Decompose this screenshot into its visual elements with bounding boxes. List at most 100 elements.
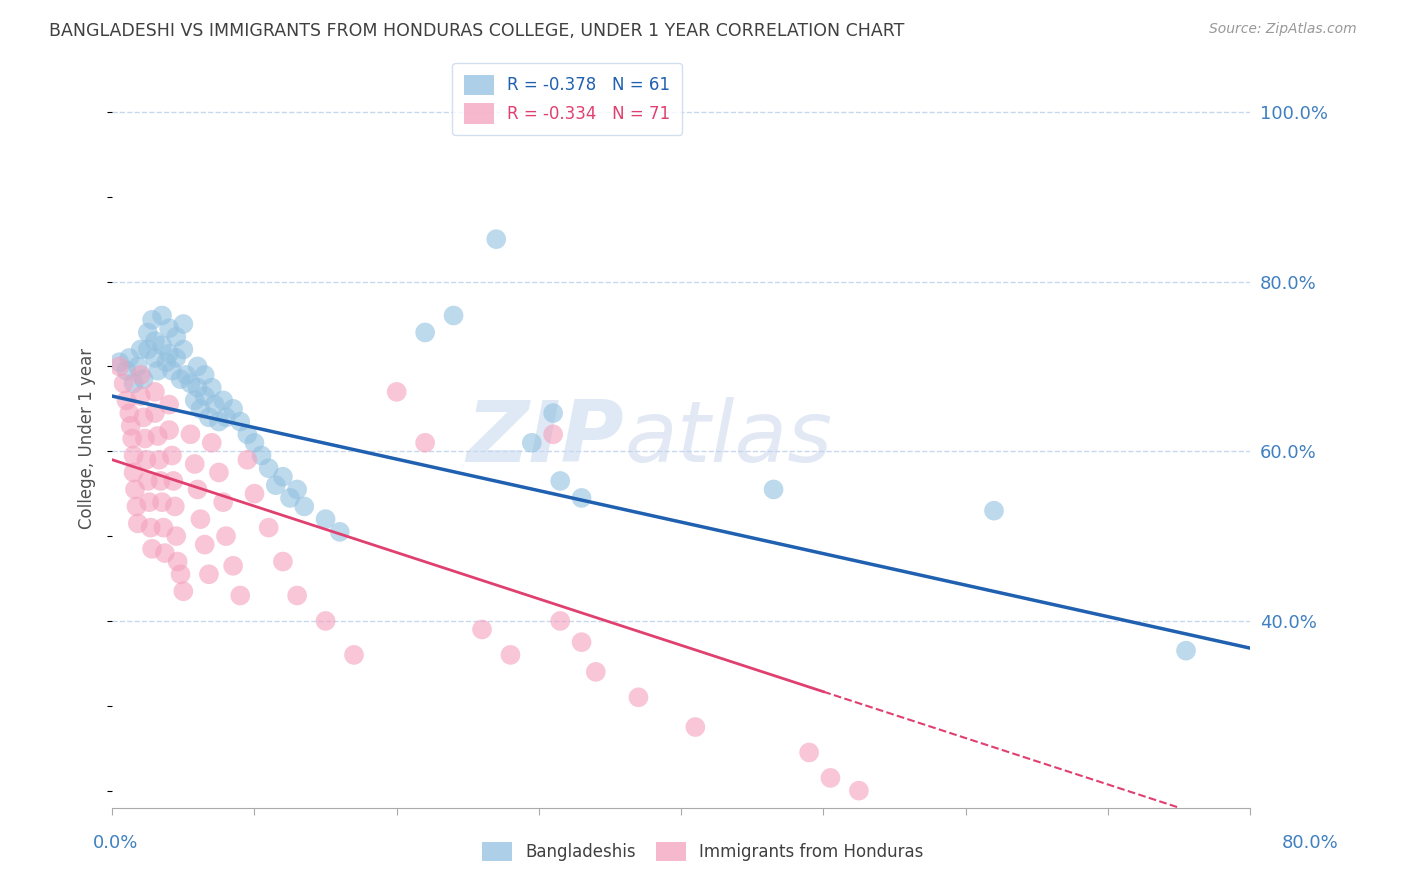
Point — [141, 312, 163, 326]
Point — [471, 623, 494, 637]
Point — [122, 376, 145, 391]
Point — [198, 410, 221, 425]
Point — [243, 486, 266, 500]
Text: BANGLADESHI VS IMMIGRANTS FROM HONDURAS COLLEGE, UNDER 1 YEAR CORRELATION CHART: BANGLADESHI VS IMMIGRANTS FROM HONDURAS … — [49, 22, 904, 40]
Point — [215, 410, 238, 425]
Point — [174, 368, 197, 382]
Point — [548, 614, 571, 628]
Text: atlas: atlas — [624, 397, 832, 480]
Point — [162, 474, 184, 488]
Point — [541, 427, 564, 442]
Point — [136, 474, 159, 488]
Point — [271, 555, 294, 569]
Point — [190, 512, 212, 526]
Point — [179, 376, 201, 391]
Point — [222, 401, 245, 416]
Point — [443, 309, 465, 323]
Point — [118, 351, 141, 365]
Point — [132, 372, 155, 386]
Point — [520, 435, 543, 450]
Point — [187, 483, 209, 497]
Point — [278, 491, 301, 505]
Point — [141, 541, 163, 556]
Point — [627, 690, 650, 705]
Point — [157, 398, 180, 412]
Point — [548, 474, 571, 488]
Point — [257, 521, 280, 535]
Point — [115, 364, 138, 378]
Point — [169, 567, 191, 582]
Point — [183, 393, 205, 408]
Point — [315, 512, 337, 526]
Point — [264, 478, 287, 492]
Point — [122, 466, 145, 480]
Legend: Bangladeshis, Immigrants from Honduras: Bangladeshis, Immigrants from Honduras — [475, 835, 931, 868]
Point — [208, 466, 231, 480]
Point — [150, 495, 173, 509]
Point — [165, 529, 187, 543]
Point — [112, 376, 135, 391]
Point — [129, 343, 152, 357]
Point — [212, 393, 235, 408]
Legend: R = -0.378   N = 61, R = -0.334   N = 71: R = -0.378 N = 61, R = -0.334 N = 71 — [453, 63, 682, 136]
Text: Source: ZipAtlas.com: Source: ZipAtlas.com — [1209, 22, 1357, 37]
Point — [150, 338, 173, 352]
Point — [172, 317, 194, 331]
Point — [148, 452, 170, 467]
Point — [179, 427, 201, 442]
Point — [204, 398, 226, 412]
Point — [143, 406, 166, 420]
Point — [157, 321, 180, 335]
Point — [243, 435, 266, 450]
Point — [499, 648, 522, 662]
Point — [983, 503, 1005, 517]
Point — [222, 558, 245, 573]
Point — [165, 329, 187, 343]
Text: ZIP: ZIP — [467, 397, 624, 480]
Point — [124, 483, 146, 497]
Point — [797, 746, 820, 760]
Point — [163, 500, 186, 514]
Point — [160, 449, 183, 463]
Point — [136, 326, 159, 340]
Point — [485, 232, 508, 246]
Point — [157, 423, 180, 437]
Point — [198, 567, 221, 582]
Point — [152, 521, 174, 535]
Point — [315, 614, 337, 628]
Point — [762, 483, 785, 497]
Point — [541, 406, 564, 420]
Point — [136, 343, 159, 357]
Point — [146, 429, 169, 443]
Text: 0.0%: 0.0% — [93, 834, 138, 852]
Point — [129, 389, 152, 403]
Point — [108, 355, 131, 369]
Point — [169, 372, 191, 386]
Point — [413, 435, 436, 450]
Point — [1175, 643, 1198, 657]
Point — [118, 406, 141, 420]
Point — [134, 432, 156, 446]
Point — [166, 555, 188, 569]
Point — [201, 435, 224, 450]
Point — [157, 347, 180, 361]
Point — [585, 665, 607, 679]
Point — [194, 389, 217, 403]
Point — [149, 474, 172, 488]
Point — [150, 309, 173, 323]
Point — [229, 589, 252, 603]
Point — [194, 538, 217, 552]
Point — [271, 469, 294, 483]
Point — [172, 343, 194, 357]
Point — [108, 359, 131, 374]
Point — [129, 368, 152, 382]
Point — [236, 452, 259, 467]
Point — [139, 521, 162, 535]
Point — [155, 355, 177, 369]
Point — [172, 584, 194, 599]
Point — [143, 384, 166, 399]
Point — [183, 457, 205, 471]
Point — [194, 368, 217, 382]
Point — [820, 771, 842, 785]
Point — [215, 529, 238, 543]
